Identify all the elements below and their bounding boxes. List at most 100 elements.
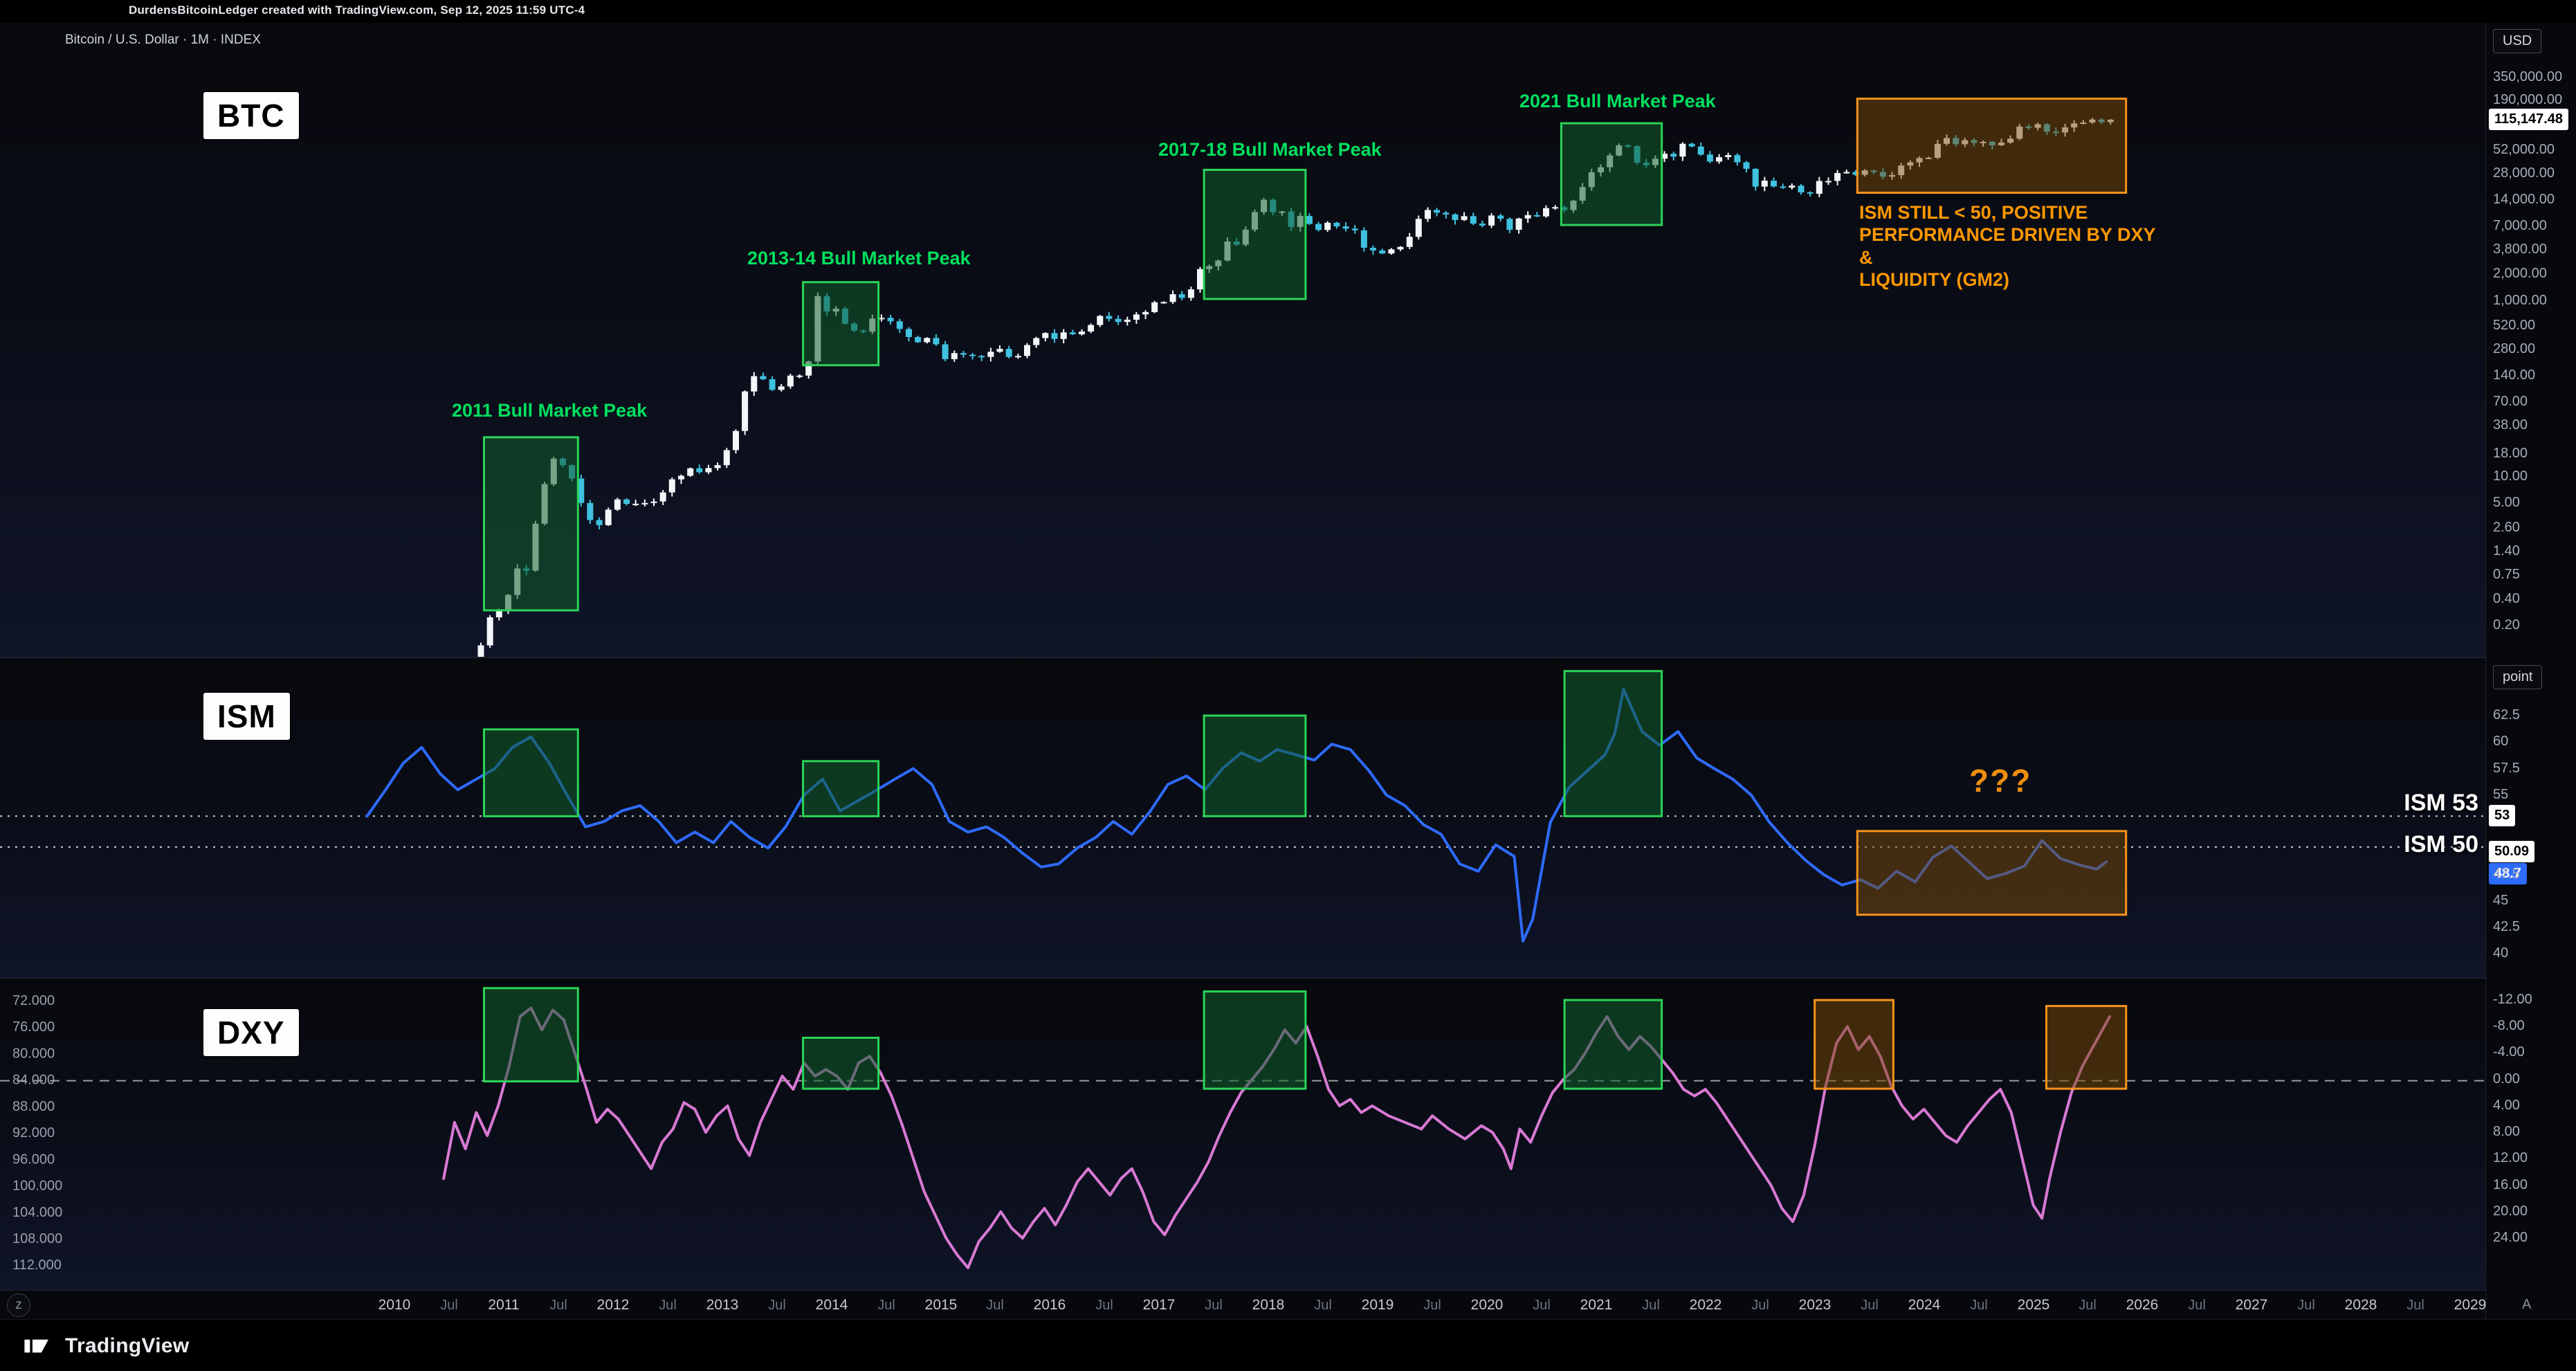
time-axis-month-label: Jul: [877, 1298, 895, 1313]
price-axis-label: 350,000.00: [2493, 69, 2563, 84]
time-axis-year-label: 2021: [1580, 1297, 1613, 1313]
time-axis-month-label: Jul: [2297, 1298, 2315, 1313]
annotation-ism-note[interactable]: ISM STILL < 50, POSITIVE PERFORMANCE DRI…: [1859, 202, 2156, 291]
time-axis-year-label: 2015: [924, 1297, 958, 1313]
svg-text:96.000: 96.000: [12, 1152, 55, 1167]
ism-indicator-pane[interactable]: ISM ??? ISM 53 ISM 50: [0, 658, 2485, 978]
annotation-2017-peak[interactable]: 2017-18 Bull Market Peak: [1158, 139, 1382, 160]
ism-line-canvas[interactable]: [0, 658, 2485, 978]
price-axis-label: 57.5: [2493, 760, 2520, 776]
ism-53-badge: 53: [2489, 805, 2516, 826]
time-axis-month-label: Jul: [1423, 1298, 1441, 1313]
price-axis-label: 280.00: [2493, 341, 2536, 356]
time-axis-year-label: 2019: [1361, 1297, 1394, 1313]
tradingview-brand-text: TradingView: [65, 1334, 190, 1357]
time-axis-month-label: Jul: [2188, 1298, 2206, 1313]
time-axis-year-label: 2022: [1689, 1297, 1722, 1313]
price-axis-label: 140.00: [2493, 367, 2536, 383]
dxy-line-canvas[interactable]: 72.000 76.000 80.000 84.000 88.000 92.000 96.0…: [0, 979, 2485, 1290]
price-axis-label: 3,800.00: [2493, 242, 2547, 257]
time-axis-year-label: 2016: [1033, 1297, 1066, 1313]
btc-legend-chip[interactable]: BTC: [203, 92, 299, 139]
tradingview-logo-icon: [24, 1339, 48, 1353]
price-axis-label: 8.00: [2493, 1124, 2520, 1140]
ism-legend-chip[interactable]: ISM: [203, 693, 290, 740]
symbol-title: Bitcoin / U.S. Dollar · 1M · INDEX: [65, 33, 261, 47]
price-axis-label: 4.00: [2493, 1097, 2520, 1113]
ism-50-badge: 50.09: [2489, 841, 2535, 862]
price-axis-label: 2.60: [2493, 519, 2520, 535]
header-attribution: DurdensBitcoinLedger created with Tradin…: [129, 3, 585, 17]
btc-candlestick-canvas[interactable]: [0, 23, 2485, 657]
time-axis-month-label: Jul: [1642, 1298, 1660, 1313]
price-axis-label: 45: [2493, 892, 2509, 908]
price-axis-label: 42.5: [2493, 919, 2520, 934]
price-axis-label: 12.00: [2493, 1150, 2528, 1166]
price-axis-label: 55: [2493, 786, 2509, 802]
time-axis-year-label: 2029: [2454, 1297, 2487, 1313]
time-axis-month-label: Jul: [549, 1298, 567, 1313]
ism-53-line-label[interactable]: ISM 53: [2404, 790, 2478, 816]
time-axis-month-label: Jul: [1095, 1298, 1113, 1313]
time-axis-month-label: Jul: [768, 1298, 786, 1313]
price-axis-label: 7,000.00: [2493, 218, 2547, 234]
time-axis-year-label: 2028: [2344, 1297, 2377, 1313]
dxy-indicator-pane[interactable]: 72.000 76.000 80.000 84.000 88.000 92.000 96.0…: [0, 979, 2485, 1290]
annotation-2013-peak[interactable]: 2013-14 Bull Market Peak: [747, 248, 971, 269]
timezone-button[interactable]: z: [7, 1293, 30, 1317]
time-axis-year-label: 2025: [2017, 1297, 2050, 1313]
price-axis-label: 2,000.00: [2493, 266, 2547, 282]
currency-unit-button[interactable]: USD: [2493, 29, 2542, 53]
price-axis-label: 70.00: [2493, 394, 2528, 410]
time-axis-year-label: 2012: [596, 1297, 630, 1313]
time-axis-month-label: Jul: [2079, 1298, 2097, 1313]
time-axis-month-label: Jul: [986, 1298, 1004, 1313]
annotation-question-marks[interactable]: ???: [1969, 763, 2032, 799]
svg-text:112.000: 112.000: [12, 1257, 62, 1273]
time-axis-month-label: Jul: [1205, 1298, 1223, 1313]
price-axis-label: 40: [2493, 945, 2509, 961]
price-axis-label: 52,000.00: [2493, 141, 2555, 157]
time-axis-year-label: 2014: [815, 1297, 848, 1313]
auto-scale-button[interactable]: A: [2522, 1297, 2532, 1312]
time-axis[interactable]: z 2010 Jul 2011 Jul 2012 Jul 2013 Jul 2014 Jul 201…: [0, 1290, 2487, 1320]
svg-text:76.000: 76.000: [12, 1019, 55, 1035]
time-axis-month-label: Jul: [1861, 1298, 1879, 1313]
time-axis-year-label: 2027: [2235, 1297, 2268, 1313]
price-axis-label: 60: [2493, 734, 2509, 750]
ism-50-line-label[interactable]: ISM 50: [2404, 831, 2478, 857]
price-axis-label: 1.40: [2493, 543, 2520, 559]
annotation-2011-peak[interactable]: 2011 Bull Market Peak: [452, 400, 648, 421]
time-axis-month-label: Jul: [440, 1298, 458, 1313]
pane-separator[interactable]: [0, 657, 2576, 658]
time-axis-month-label: Jul: [659, 1298, 677, 1313]
time-axis-year-label: 2013: [706, 1297, 739, 1313]
price-axis-label: 10.00: [2493, 468, 2528, 484]
ism-unit-button[interactable]: point: [2493, 665, 2543, 689]
time-axis-year-label: 2020: [1470, 1297, 1504, 1313]
annotation-2021-peak[interactable]: 2021 Bull Market Peak: [1519, 91, 1716, 111]
pane-separator[interactable]: [0, 977, 2576, 979]
price-axis-label: 0.75: [2493, 567, 2520, 583]
price-axis-label: 520.00: [2493, 317, 2536, 333]
price-axis-label: -8.00: [2493, 1018, 2525, 1034]
dxy-legend-chip[interactable]: DXY: [203, 1009, 299, 1056]
price-axis-label: 0.00: [2493, 1071, 2520, 1087]
time-axis-year-label: 2018: [1252, 1297, 1285, 1313]
price-axis-label: 38.00: [2493, 417, 2528, 433]
price-axis-label: 190,000.00: [2493, 92, 2563, 108]
tradingview-brand[interactable]: TradingView: [24, 1332, 189, 1360]
price-axis[interactable]: USD point 115,147.48 53 50.09 48.7 A 350…: [2485, 23, 2576, 1319]
price-axis-label: 16.00: [2493, 1177, 2528, 1192]
svg-text:100.000: 100.000: [12, 1179, 62, 1194]
btc-price-pane[interactable]: Bitcoin / U.S. Dollar · 1M · INDEX BTC 2…: [0, 23, 2485, 657]
price-axis-label: 5.00: [2493, 494, 2520, 510]
price-axis-label: 24.00: [2493, 1230, 2528, 1246]
price-axis-label: 28,000.00: [2493, 165, 2555, 181]
svg-text:104.000: 104.000: [12, 1205, 62, 1220]
time-axis-year-label: 2010: [378, 1297, 411, 1313]
svg-text:84.000: 84.000: [12, 1073, 55, 1088]
time-axis-year-label: 2011: [488, 1297, 520, 1313]
price-axis-label: 0.40: [2493, 591, 2520, 607]
price-axis-label: 14,000.00: [2493, 192, 2555, 208]
